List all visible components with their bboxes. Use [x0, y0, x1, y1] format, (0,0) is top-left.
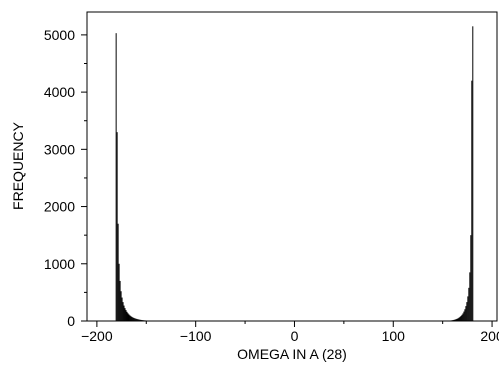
histogram-bar — [127, 313, 129, 321]
x-tick-label: 100 — [382, 328, 406, 344]
histogram-bar — [138, 319, 140, 321]
histogram-bar — [451, 320, 453, 321]
histogram-bar — [468, 287, 470, 321]
histogram-bar — [466, 302, 468, 321]
histogram-bar — [462, 313, 464, 321]
histogram-bar — [453, 319, 455, 321]
x-axis-label: OMEGA IN A (28) — [237, 346, 347, 362]
histogram-bar — [460, 315, 462, 321]
histogram-bar — [144, 320, 146, 321]
y-axis-ticks: 0 1000 2000 3000 4000 5000 — [44, 27, 87, 329]
histogram-bar — [119, 280, 121, 321]
histogram-bar — [452, 320, 454, 321]
y-tick-label: 5000 — [44, 27, 75, 43]
histogram-bar — [456, 318, 458, 321]
x-tick-label: 200 — [480, 328, 499, 344]
histogram-bar — [459, 316, 461, 321]
histogram-bar — [126, 311, 128, 321]
histogram-bar — [132, 317, 134, 321]
histogram-bar — [125, 310, 127, 321]
y-tick-label: 2000 — [44, 199, 75, 215]
histogram-bar — [472, 26, 474, 322]
histogram-bar — [124, 308, 126, 322]
histogram-bar — [467, 296, 469, 321]
x-tick-label: −100 — [180, 328, 212, 344]
y-tick-label: 3000 — [44, 141, 75, 157]
x-axis-ticks: −200 −100 0 100 200 — [81, 321, 499, 344]
histogram-bar — [118, 263, 120, 321]
histogram-bar — [139, 319, 141, 321]
histogram-bar — [145, 320, 147, 321]
histogram-bar — [458, 317, 460, 321]
histogram-bar — [143, 320, 145, 321]
histogram-bar — [146, 320, 148, 321]
x-tick-label: −200 — [81, 328, 113, 344]
histogram-bars — [115, 26, 474, 322]
histogram-bar — [136, 318, 138, 321]
histogram-bar — [471, 80, 473, 321]
histogram-bar — [464, 309, 466, 321]
histogram-bar — [134, 318, 136, 321]
histogram-bar — [461, 314, 463, 321]
histogram-bar — [121, 297, 123, 321]
y-tick-label: 4000 — [44, 84, 75, 100]
histogram-bar — [450, 320, 452, 321]
histogram-bar — [135, 318, 137, 321]
histogram-bar — [131, 316, 133, 321]
histogram-bar — [463, 311, 465, 321]
y-tick-label: 0 — [67, 313, 75, 329]
histogram-bar — [465, 306, 467, 321]
histogram-bar — [457, 318, 459, 321]
histogram-bar — [454, 319, 456, 321]
histogram-bar — [122, 302, 124, 321]
histogram-bar — [115, 33, 117, 322]
histogram-bar — [128, 314, 130, 321]
y-tick-label: 1000 — [44, 256, 75, 272]
histogram-bar — [133, 317, 135, 321]
x-tick-label: 0 — [291, 328, 299, 344]
histogram-bar — [141, 320, 143, 321]
histogram-bar — [137, 319, 139, 321]
histogram-bar — [470, 235, 472, 321]
histogram-bar — [469, 272, 471, 321]
histogram-bar — [116, 132, 118, 321]
histogram-bar — [130, 316, 132, 321]
histogram-bar — [123, 305, 125, 321]
y-axis-label: FREQUENCY — [10, 121, 26, 210]
plot-frame — [86, 11, 498, 322]
histogram-bar — [142, 320, 144, 321]
histogram-bar — [120, 291, 122, 321]
histogram-bar — [140, 319, 142, 321]
histogram-bar — [117, 223, 119, 321]
histogram-bar — [455, 319, 457, 321]
histogram-bar — [129, 315, 131, 321]
